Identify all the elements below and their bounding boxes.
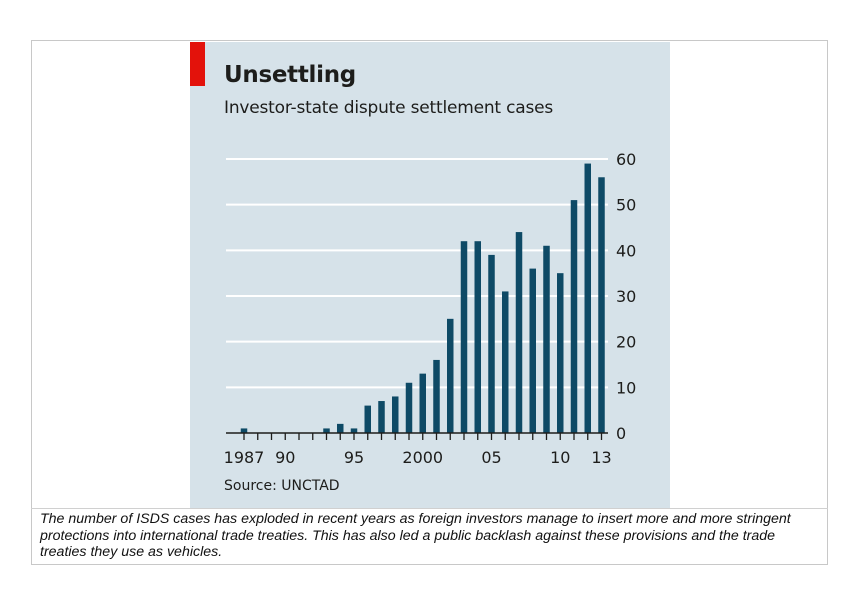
x-tick-label-13: 13 xyxy=(591,448,611,465)
bar-1993 xyxy=(323,428,330,433)
bar-2004 xyxy=(474,241,481,433)
x-tick-label-05: 05 xyxy=(481,448,501,465)
bar-2012 xyxy=(584,163,591,434)
y-tick-label-20: 20 xyxy=(616,333,636,352)
x-tick-label-2000: 2000 xyxy=(402,448,443,465)
bar-2010 xyxy=(557,273,564,433)
bar-2000 xyxy=(419,373,426,433)
bar-2005 xyxy=(488,254,495,433)
bar-1987 xyxy=(240,428,248,433)
chart-title: Unsettling xyxy=(224,62,356,88)
bar-2002 xyxy=(447,318,454,433)
figure-caption: The number of ISDS cases has exploded in… xyxy=(40,511,791,560)
x-tick-label-1987: 1987 xyxy=(224,448,265,465)
y-tick-label-40: 40 xyxy=(616,241,636,260)
brand-red-tag xyxy=(190,42,205,86)
bar-2013 xyxy=(598,177,605,433)
y-tick-label-0: 0 xyxy=(616,424,626,443)
bar-1994 xyxy=(337,423,344,433)
bar-2008 xyxy=(529,268,536,433)
bar-2009 xyxy=(543,245,550,433)
bar-1999 xyxy=(405,382,413,433)
bar-2007 xyxy=(515,232,523,433)
bar-2006 xyxy=(502,291,509,433)
bar-1995 xyxy=(350,428,358,433)
bar-1996 xyxy=(364,405,371,433)
bar-1997 xyxy=(378,401,385,433)
caption-divider xyxy=(31,508,828,509)
bar-2011 xyxy=(570,200,578,433)
bar-2001 xyxy=(433,359,440,433)
y-tick-label-60: 60 xyxy=(616,150,636,169)
y-tick-label-30: 30 xyxy=(616,287,636,306)
bar-2003 xyxy=(460,241,468,433)
y-tick-label-10: 10 xyxy=(616,378,636,397)
x-tick-label-90: 90 xyxy=(275,448,295,465)
chart-subtitle: Investor-state dispute settlement cases xyxy=(224,98,554,118)
x-tick-label-10: 10 xyxy=(550,448,570,465)
y-tick-label-50: 50 xyxy=(616,196,636,215)
bar-chart: 0 10 20 30 40 50 60 1987 90 95 2000 05 10 13 xyxy=(224,150,637,465)
chart-source: Source: UNCTAD xyxy=(224,478,340,494)
x-tick-label-95: 95 xyxy=(344,448,364,465)
bar-1998 xyxy=(392,396,399,433)
